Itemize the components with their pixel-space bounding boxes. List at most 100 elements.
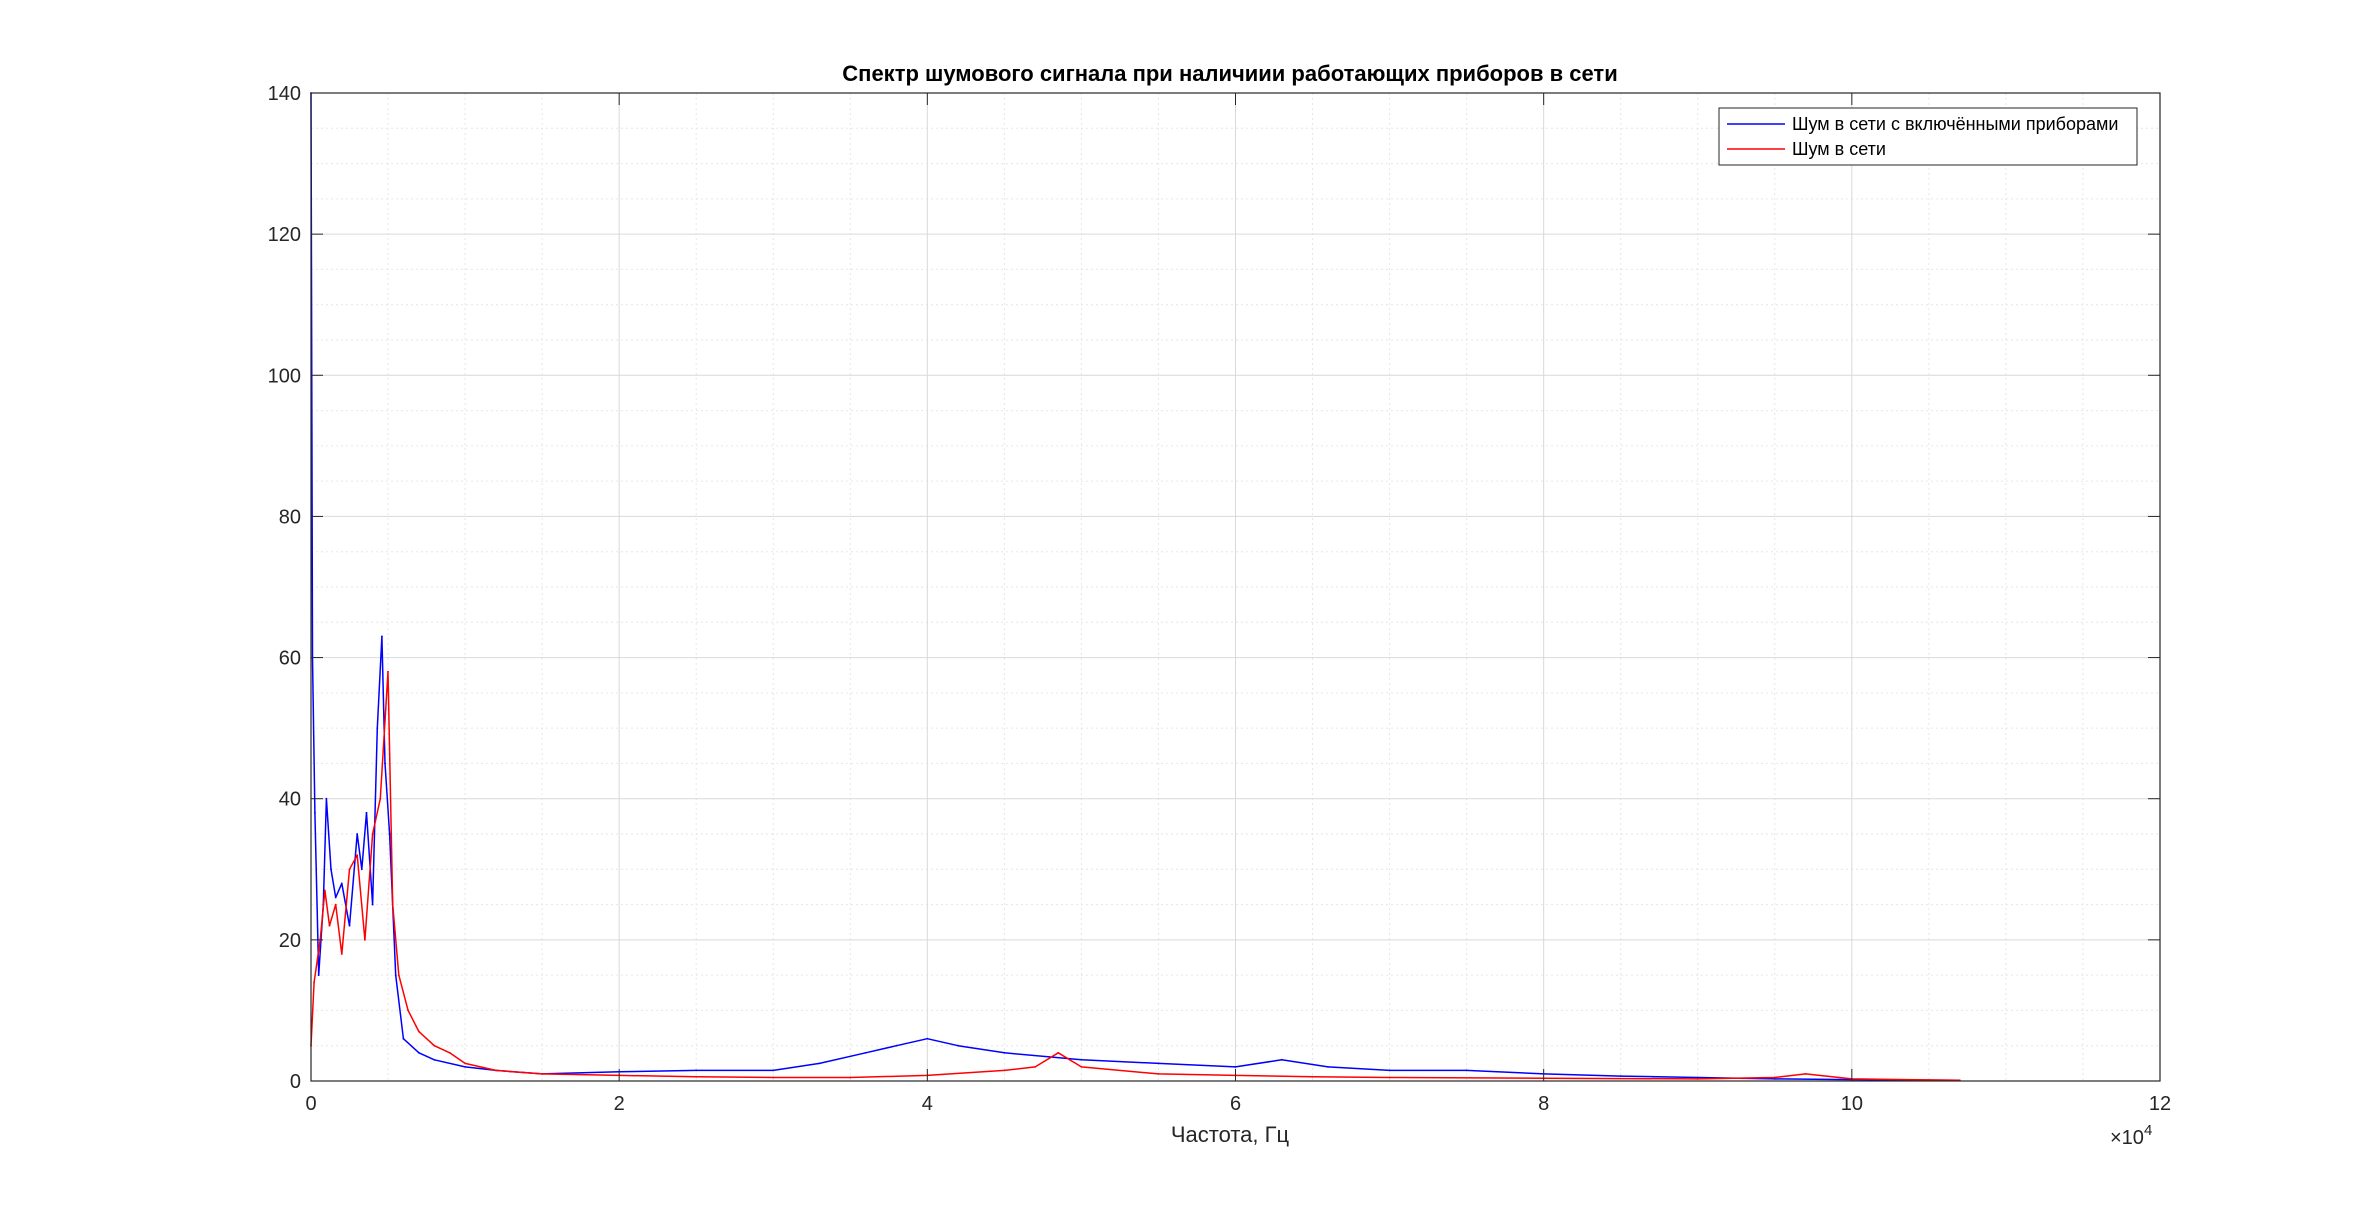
series-2-point: [324, 889, 326, 892]
series-2-point: [348, 868, 351, 871]
series-2-point: [407, 1009, 409, 1012]
series-2-point: [541, 1073, 543, 1075]
series-1-point: [317, 974, 320, 976]
y-tick-label: 100: [268, 365, 301, 387]
series-1-point: [1080, 1058, 1083, 1061]
y-tick-label: 0: [290, 1071, 301, 1093]
series-2-point: [495, 1069, 497, 1072]
series-2-point: [1003, 1069, 1006, 1072]
series-1-point: [365, 811, 368, 814]
series-2-point: [1157, 1073, 1160, 1075]
y-tick-label: 140: [268, 83, 301, 105]
series-1-point: [348, 924, 351, 927]
y-tick-label: 120: [268, 224, 301, 246]
series-2-point: [418, 1030, 420, 1033]
series-1-point: [1619, 1075, 1622, 1077]
x-tick-label: 0: [305, 1093, 316, 1115]
series-1-point: [340, 882, 343, 885]
series-1-point: [356, 833, 359, 835]
series-1-point: [1388, 1069, 1391, 1072]
series-2-point: [849, 1076, 852, 1079]
series-1-point: [314, 811, 316, 814]
legend-label-series-2: Шум в сети: [1792, 139, 1886, 159]
x-tick-label: 2: [614, 1093, 625, 1115]
series-1-point: [1234, 1066, 1237, 1068]
x-tick-label: 6: [1230, 1093, 1241, 1115]
series-1-point: [402, 1037, 405, 1040]
y-tick-label: 60: [279, 648, 301, 670]
series-1-point: [464, 1066, 466, 1068]
series-2-point: [1034, 1066, 1037, 1068]
series-2-point: [772, 1076, 775, 1079]
x-exponent-base: ×10: [2110, 1127, 2144, 1149]
series-1-point: [957, 1044, 959, 1047]
series-2-point: [1388, 1076, 1391, 1079]
x-tick-label: 8: [1538, 1093, 1549, 1115]
series-2-point: [371, 833, 374, 835]
x-tick-label: 12: [2149, 1093, 2171, 1115]
series-1-point: [1696, 1076, 1699, 1079]
series-2-point: [1804, 1073, 1807, 1075]
series-1-point: [360, 868, 363, 871]
series-1-point: [381, 635, 383, 638]
series-2-point: [1080, 1066, 1083, 1068]
series-2-point: [387, 670, 389, 673]
series-1-point: [371, 903, 374, 906]
series-2-point: [334, 903, 337, 906]
legend-box: [1718, 107, 2138, 166]
series-1-point: [1773, 1078, 1776, 1080]
series-1-point: [1157, 1062, 1160, 1065]
series-2-point: [340, 953, 343, 955]
series-1-point: [818, 1062, 821, 1065]
series-2-point: [464, 1062, 466, 1065]
series-2-point: [379, 797, 382, 800]
series-1-point: [384, 762, 386, 765]
series-2-point: [328, 924, 331, 927]
y-tick-label: 80: [279, 506, 301, 528]
x-axis-label: Частота, Гц: [1171, 1122, 1290, 1147]
series-1-point: [330, 868, 332, 871]
series-1-point: [895, 1044, 898, 1047]
series-1-point: [376, 727, 379, 729]
legend-label-series-1: Шум в сети с включёнными приборами: [1792, 114, 2118, 134]
series-2-point: [397, 974, 400, 976]
chart-title: Спектр шумового сигнала при наличиии раб…: [842, 61, 1617, 86]
y-tick-label: 40: [279, 789, 301, 811]
plot-area: [310, 92, 1961, 1082]
series-1-point: [325, 797, 328, 800]
series-2-point: [356, 854, 359, 857]
series-2-point: [391, 903, 394, 906]
series-1-point: [695, 1069, 698, 1072]
x-tick-label: 10: [1841, 1093, 1863, 1115]
series-1-point: [1003, 1051, 1006, 1054]
series-2-point: [364, 939, 366, 941]
series-2-point: [313, 981, 315, 984]
series-2-point: [1696, 1078, 1699, 1080]
axes-box: [310, 92, 2161, 1082]
series-1-point: [334, 896, 337, 899]
series-2-point: [1773, 1076, 1776, 1079]
series-1-point: [926, 1037, 929, 1040]
x-tick-label: 4: [922, 1093, 933, 1115]
x-exponent-label: ×104: [2110, 1122, 2152, 1149]
x-exponent-power: 4: [2144, 1122, 2152, 1139]
y-tick-label: 20: [279, 930, 301, 952]
series-2-point: [1311, 1075, 1314, 1078]
series-2-point: [1057, 1051, 1060, 1054]
legend[interactable]: Шум в сети с включёнными приборами Шум в…: [1718, 107, 2138, 166]
series-1-point: [1327, 1066, 1329, 1068]
series-1-point: [394, 974, 397, 976]
series-1-point: [1465, 1069, 1468, 1072]
series-1-point: [1280, 1058, 1283, 1061]
series-1-point: [418, 1051, 420, 1054]
series-1-point: [864, 1051, 867, 1054]
series-1-point: [433, 1058, 436, 1061]
series-1-point: [388, 833, 391, 835]
series-2-point: [448, 1051, 451, 1054]
series-2-point: [433, 1044, 436, 1047]
series-1-point: [772, 1069, 775, 1072]
series-2-point: [695, 1075, 698, 1078]
